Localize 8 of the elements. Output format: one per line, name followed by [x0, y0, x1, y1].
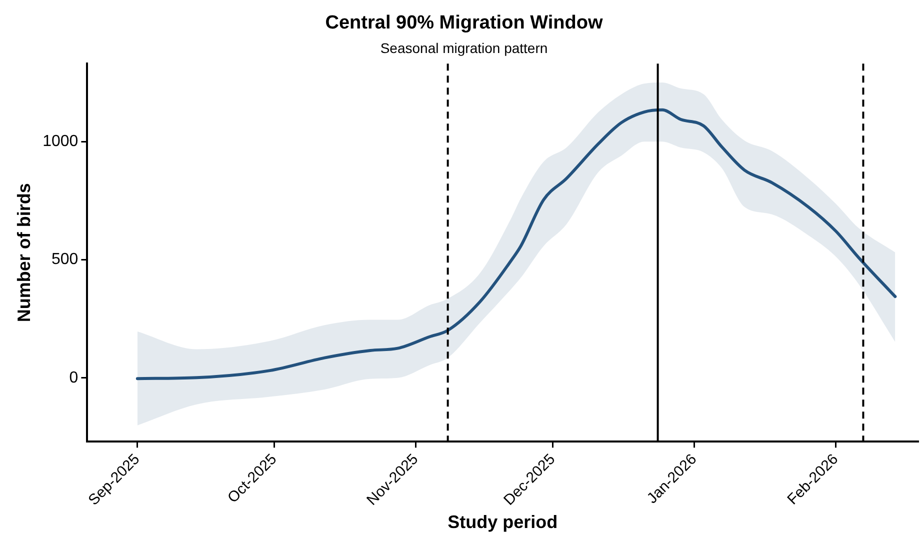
line-series: [136, 108, 897, 380]
y-tick-label: 1000: [42, 132, 78, 150]
y-tick-label: 500: [51, 251, 78, 268]
x-axis-title: Study period: [448, 512, 558, 532]
y-tick-label: 0: [69, 369, 78, 386]
y-axis-title: Number of birds: [14, 183, 34, 322]
chart-title: Central 90% Migration Window: [325, 12, 603, 34]
chart-subtitle: Seasonal migration pattern: [380, 40, 548, 56]
